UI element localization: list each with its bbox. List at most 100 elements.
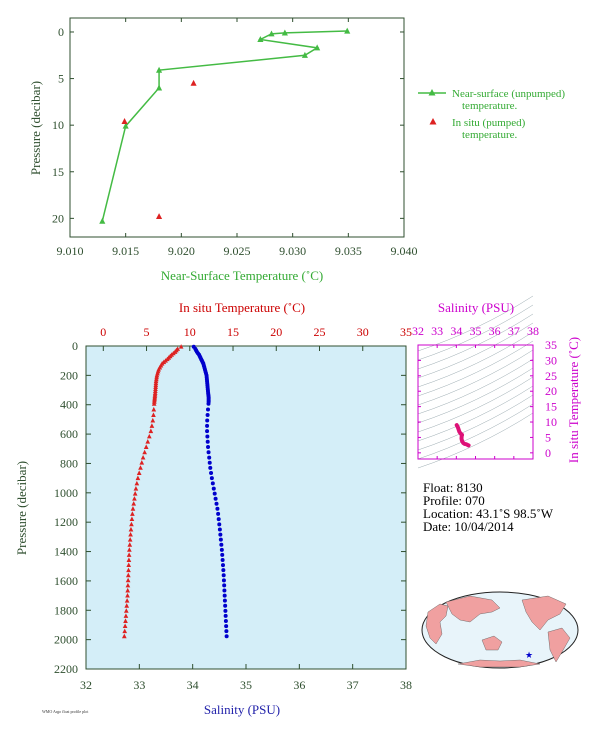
temperature-point — [135, 475, 141, 481]
salinity-tick-label: 32 — [80, 678, 92, 692]
x-tick-label: 9.035 — [335, 244, 362, 258]
x-tick-label: 9.015 — [112, 244, 139, 258]
unpumped-temperature-point — [344, 27, 351, 34]
pumped-temperature-point — [121, 118, 128, 124]
profile-plot-background — [86, 346, 406, 669]
density-contour — [417, 376, 534, 433]
ts-temperature-title: In situ Temperature (˚C) — [566, 337, 581, 463]
temperature-point — [125, 577, 131, 583]
density-contour — [417, 340, 534, 397]
salinity-point — [222, 593, 227, 598]
salinity-point — [216, 511, 221, 516]
salinity-tick-label: 35 — [240, 678, 252, 692]
temperature-point — [125, 582, 131, 588]
density-contour — [417, 403, 534, 460]
temperature-point — [143, 444, 149, 449]
near-surface-plot: 9.010 9.015 9.020 9.025 9.030 9.035 9.040 0 5 10 1… — [28, 17, 418, 283]
salinity-point — [219, 547, 224, 552]
salinity-point — [209, 476, 214, 481]
salinity-point — [218, 537, 223, 542]
salinity-point — [220, 552, 225, 557]
salinity-point — [224, 624, 229, 629]
pressure-tick-label: 0 — [72, 339, 78, 353]
temperature-point — [122, 623, 128, 629]
density-contour — [417, 358, 534, 415]
x-tick-label: 9.020 — [168, 244, 195, 258]
x-tick-label: 9.025 — [224, 244, 251, 258]
pumped-temperature-point — [156, 213, 163, 220]
density-contour — [417, 385, 534, 442]
temperature-point — [127, 542, 133, 547]
near-surface-plot-frame — [69, 17, 405, 238]
salinity-point — [220, 558, 225, 563]
temperature-point — [128, 526, 134, 532]
temperature-point — [154, 376, 159, 382]
land-australia — [481, 635, 503, 651]
pressure-tick-label: 1000 — [54, 486, 78, 500]
pressure-tick-label: 1800 — [54, 603, 78, 617]
density-contour — [417, 304, 534, 361]
temperature-point — [125, 592, 130, 598]
x-tick-label: 9.030 — [279, 244, 306, 258]
float-id: Float: 8130 — [423, 480, 483, 495]
salinity-point — [205, 439, 210, 444]
temperature-point — [130, 511, 135, 516]
temperature-point — [140, 454, 146, 460]
salinity-point — [224, 634, 229, 639]
land-antarctica — [457, 659, 541, 668]
unpumped-temperature-point — [268, 30, 275, 37]
legend-unpumped-marker — [428, 89, 436, 96]
temperature-point — [126, 552, 132, 557]
salinity-point — [221, 578, 226, 583]
ts-x-tick-label: 36 — [489, 324, 501, 338]
salinity-point — [222, 583, 227, 588]
legend-pumped-label-2: temperature. — [462, 129, 518, 141]
salinity-point — [211, 486, 216, 491]
pressure-axis-title: Pressure (decibar) — [14, 461, 29, 555]
temperature-tick-label: 15 — [227, 325, 239, 339]
density-contour — [417, 322, 534, 379]
salinity-point — [223, 608, 228, 613]
ts-x-tick-label: 37 — [508, 324, 520, 338]
land-north-america — [521, 595, 567, 631]
temperature-point — [124, 603, 130, 608]
unpumped-temperature-point — [257, 36, 264, 42]
ts-y-tick-label: 0 — [545, 446, 551, 460]
density-contour — [417, 331, 534, 388]
temperature-point — [124, 598, 130, 603]
temperature-tick-label: 30 — [357, 325, 369, 339]
salinity-point — [221, 568, 226, 573]
profile-series — [121, 344, 229, 639]
temperature-point — [151, 406, 157, 412]
temperature-point — [128, 532, 133, 537]
ts-y-tick-label: 30 — [545, 353, 557, 367]
temperature-point — [154, 374, 159, 380]
salinity-point — [223, 619, 228, 624]
salinity-point — [205, 413, 210, 418]
map-float-marker: ★ — [525, 650, 533, 660]
y-tick-label: 10 — [52, 118, 64, 132]
temperature-point — [126, 562, 132, 568]
temperature-point — [132, 496, 137, 501]
credit-text: WMO Argo float profile plot — [42, 709, 89, 714]
near-surface-series — [99, 27, 351, 224]
ts-y-tick-label: 15 — [545, 400, 557, 414]
temperature-point — [123, 613, 129, 618]
temperature-point — [122, 628, 128, 634]
temperature-point — [132, 491, 138, 496]
temperature-point — [123, 618, 128, 623]
pressure-tick-label: 400 — [60, 398, 78, 412]
pumped-temperature-point — [190, 79, 197, 86]
salinity-point — [220, 563, 225, 568]
ts-curve — [454, 423, 471, 448]
pressure-tick-label: 800 — [60, 456, 78, 470]
temperature-point — [136, 470, 142, 475]
pressure-tick-label: 200 — [60, 368, 78, 382]
ts-y-tick-label: 20 — [545, 384, 557, 398]
temperature-point — [134, 480, 140, 486]
salinity-point — [223, 603, 228, 608]
temperature-point — [154, 372, 160, 378]
